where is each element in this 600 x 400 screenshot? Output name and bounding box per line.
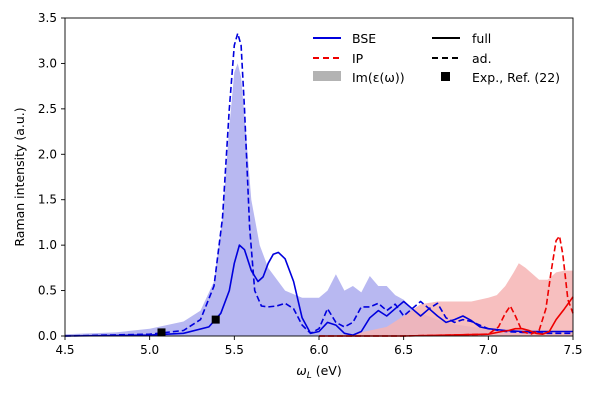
legend: BSE IP Im(ε(ω)) full ad. Exp., Ref. (22) [313,31,560,85]
x-tick-label: 5.0 [140,343,159,357]
y-tick-label: 2.5 [38,102,57,116]
im-eps-fills [65,63,573,337]
bse-ad-line [64,32,573,337]
legend-ad-label: ad. [472,51,492,66]
x-tick-label: 5.5 [225,343,244,357]
experiment-markers [157,315,220,337]
legend-exp-marker [441,72,450,81]
legend-im-eps-label: Im(ε(ω)) [352,70,405,85]
legend-full-label: full [472,31,491,46]
legend-bse-label: BSE [352,31,376,46]
x-tick-label: 6.0 [309,343,328,357]
y-tick-label: 3.5 [38,11,57,25]
y-tick-label: 0.5 [38,284,57,298]
y-tick-label: 1.0 [38,238,57,252]
y-axis-ticks: 0.0 0.5 1.0 1.5 2.0 2.5 3.0 3.5 [38,11,65,343]
bse-full-line [64,244,573,337]
plot-frame [64,17,574,337]
legend-im-eps-swatch [313,71,341,81]
y-axis-label: Raman intensity (a.u.) [12,107,27,246]
x-tick-label: 7.0 [479,343,498,357]
ip-ad-line [319,235,574,337]
ip-im-eps-fill [319,263,573,336]
x-axis-ticks: 4.5 5.0 5.5 6.0 6.5 7.0 7.5 [55,336,583,357]
experiment-point [157,328,166,337]
legend-exp-label: Exp., Ref. (22) [472,70,560,85]
x-tick-label: 4.5 [55,343,74,357]
raman-lines [64,32,574,337]
experiment-point [211,315,220,324]
y-tick-label: 0.0 [38,329,57,343]
y-tick-label: 2.0 [38,147,57,161]
y-tick-label: 3.0 [38,56,57,70]
y-tick-label: 1.5 [38,193,57,207]
x-tick-label: 7.5 [563,343,582,357]
ip-full-line [319,296,574,337]
x-tick-label: 6.5 [394,343,413,357]
legend-ip-label: IP [352,51,364,66]
x-axis-label: ωL (eV) [296,363,341,381]
